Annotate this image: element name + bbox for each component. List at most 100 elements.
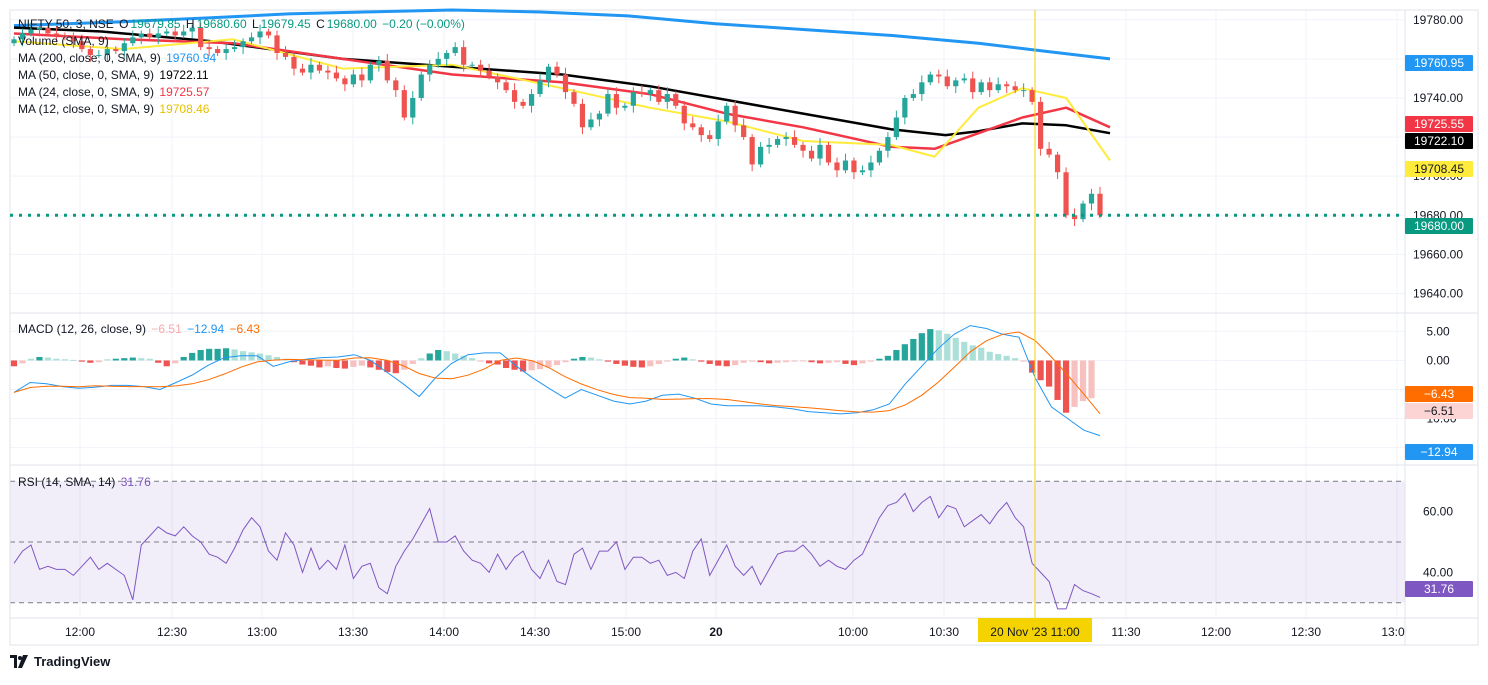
candle-122 xyxy=(1046,142,1051,158)
macd-hist-value: −6.51 xyxy=(151,322,181,336)
macd-bar-77 xyxy=(664,360,670,361)
time-tick-13: 12:30 xyxy=(1291,625,1321,639)
macd-bar-19 xyxy=(172,360,178,363)
open-label: O xyxy=(119,17,128,31)
candle-62 xyxy=(537,74,542,97)
candle-body-61 xyxy=(529,94,534,106)
macd-signal-value: −6.43 xyxy=(230,322,260,336)
candle-102 xyxy=(877,148,882,166)
symbol-label[interactable]: NIFTY 50, 3, NSE xyxy=(18,17,114,31)
crosshair-time-label: 20 Nov '23 11:00 xyxy=(978,618,1092,642)
macd-bar-50 xyxy=(435,350,441,360)
tag-ma50-text: 19722.10 xyxy=(1414,134,1464,148)
volume-legend[interactable]: Volume (SMA, 9) xyxy=(18,33,467,50)
macd-bar-114 xyxy=(978,348,984,361)
macd-bar-94 xyxy=(808,360,814,362)
candle-body-91 xyxy=(783,137,788,139)
time-tick-6: 15:00 xyxy=(611,625,641,639)
tag-ma50: 19722.10 xyxy=(1405,133,1473,149)
time-tick-12: 12:00 xyxy=(1201,625,1231,639)
macd-bar-72 xyxy=(622,360,628,365)
macd-bar-103 xyxy=(885,356,891,361)
candle-body-94 xyxy=(809,151,814,159)
macd-histogram xyxy=(11,329,1095,413)
candle-body-109 xyxy=(936,75,941,77)
candle-112 xyxy=(962,74,967,84)
macd-bar-26 xyxy=(231,349,237,360)
candle-128 xyxy=(1097,187,1102,218)
close-value: 19680.00 xyxy=(327,17,377,31)
macd-tick-1: 0.00 xyxy=(1426,353,1450,367)
candle-113 xyxy=(970,72,975,99)
macd-bar-51 xyxy=(444,351,450,360)
ma50-value: 19722.11 xyxy=(159,68,208,82)
macd-bar-38 xyxy=(333,360,339,368)
tag-macd-line-text: −12.94 xyxy=(1420,445,1457,459)
macd-bar-86 xyxy=(741,360,747,362)
candle-69 xyxy=(597,111,602,127)
time-tick-7: 20 xyxy=(709,625,723,639)
macd-line-value: −12.94 xyxy=(187,322,224,336)
candle-body-60 xyxy=(520,102,525,106)
low-label: L xyxy=(252,17,259,31)
ma50-label: MA (50, close, 0, SMA, 9) xyxy=(18,68,154,82)
candle-body-69 xyxy=(597,114,602,120)
macd-legend[interactable]: MACD (12, 26, close, 9) −6.51 −12.94 −6.… xyxy=(18,321,262,338)
candle-body-57 xyxy=(495,76,500,82)
macd-bar-96 xyxy=(825,360,831,362)
ma50-legend[interactable]: MA (50, close, 0, SMA, 9) 19722.11 xyxy=(18,67,467,84)
price-tick-1: 19740.00 xyxy=(1413,91,1463,105)
candle-body-101 xyxy=(868,162,873,170)
ma200-legend[interactable]: MA (200, close, 0, SMA, 9) 19760.94 xyxy=(18,50,467,67)
rsi-legend[interactable]: RSI (14, SMA, 14) 31.76 xyxy=(18,474,153,491)
candle-117 xyxy=(1004,81,1009,93)
candle-body-75 xyxy=(648,90,653,94)
candle-97 xyxy=(834,158,839,178)
macd-bar-34 xyxy=(299,360,305,364)
candle-88 xyxy=(758,142,763,167)
time-tick-3: 13:30 xyxy=(338,625,368,639)
candle-70 xyxy=(605,89,610,116)
tag-macd-line: −12.94 xyxy=(1405,444,1473,460)
macd-bar-41 xyxy=(359,360,365,365)
candle-107 xyxy=(919,75,924,100)
candle-86 xyxy=(741,118,746,140)
macd-bar-75 xyxy=(647,360,653,366)
candle-body-95 xyxy=(817,145,822,159)
time-tick-9: 10:30 xyxy=(929,625,959,639)
candle-body-103 xyxy=(885,137,890,151)
macd-bar-15 xyxy=(138,358,144,360)
candle-body-82 xyxy=(707,135,712,139)
ma200-value: 19760.94 xyxy=(166,51,216,65)
macd-bar-121 xyxy=(1038,360,1044,380)
macd-bar-18 xyxy=(164,360,170,366)
time-tick-4: 14:00 xyxy=(429,625,459,639)
tradingview-brand[interactable]: TradingView xyxy=(10,654,110,669)
macd-bar-64 xyxy=(554,360,560,365)
candle-116 xyxy=(996,77,1001,93)
candle-body-119 xyxy=(1021,90,1026,91)
candle-58 xyxy=(503,77,508,93)
tag-ma24-text: 19725.55 xyxy=(1414,117,1464,131)
candle-91 xyxy=(783,132,788,146)
high-label: H xyxy=(186,17,195,31)
candle-67 xyxy=(580,99,585,134)
tag-macd-signal-text: −6.43 xyxy=(1424,387,1455,401)
rsi-tick-0: 60.00 xyxy=(1423,505,1453,519)
macd-bar-8 xyxy=(79,360,85,361)
macd-bar-76 xyxy=(656,360,662,363)
ma24-legend[interactable]: MA (24, close, 0, SMA, 9) 19725.57 xyxy=(18,84,467,101)
tag-rsi-text: 31.76 xyxy=(1424,582,1454,596)
time-tick-5: 14:30 xyxy=(520,625,550,639)
candle-body-62 xyxy=(537,80,542,94)
ma12-legend[interactable]: MA (12, close, 0, SMA, 9) 19708.46 xyxy=(18,101,467,118)
macd-bar-87 xyxy=(749,360,755,361)
tag-rsi: 31.76 xyxy=(1405,581,1473,597)
macd-bar-98 xyxy=(842,360,848,363)
macd-bar-119 xyxy=(1021,360,1027,361)
tag-ma12: 19708.45 xyxy=(1405,161,1473,177)
macd-bar-116 xyxy=(995,354,1001,360)
macd-bar-118 xyxy=(1012,358,1018,360)
candle-body-105 xyxy=(902,98,907,118)
